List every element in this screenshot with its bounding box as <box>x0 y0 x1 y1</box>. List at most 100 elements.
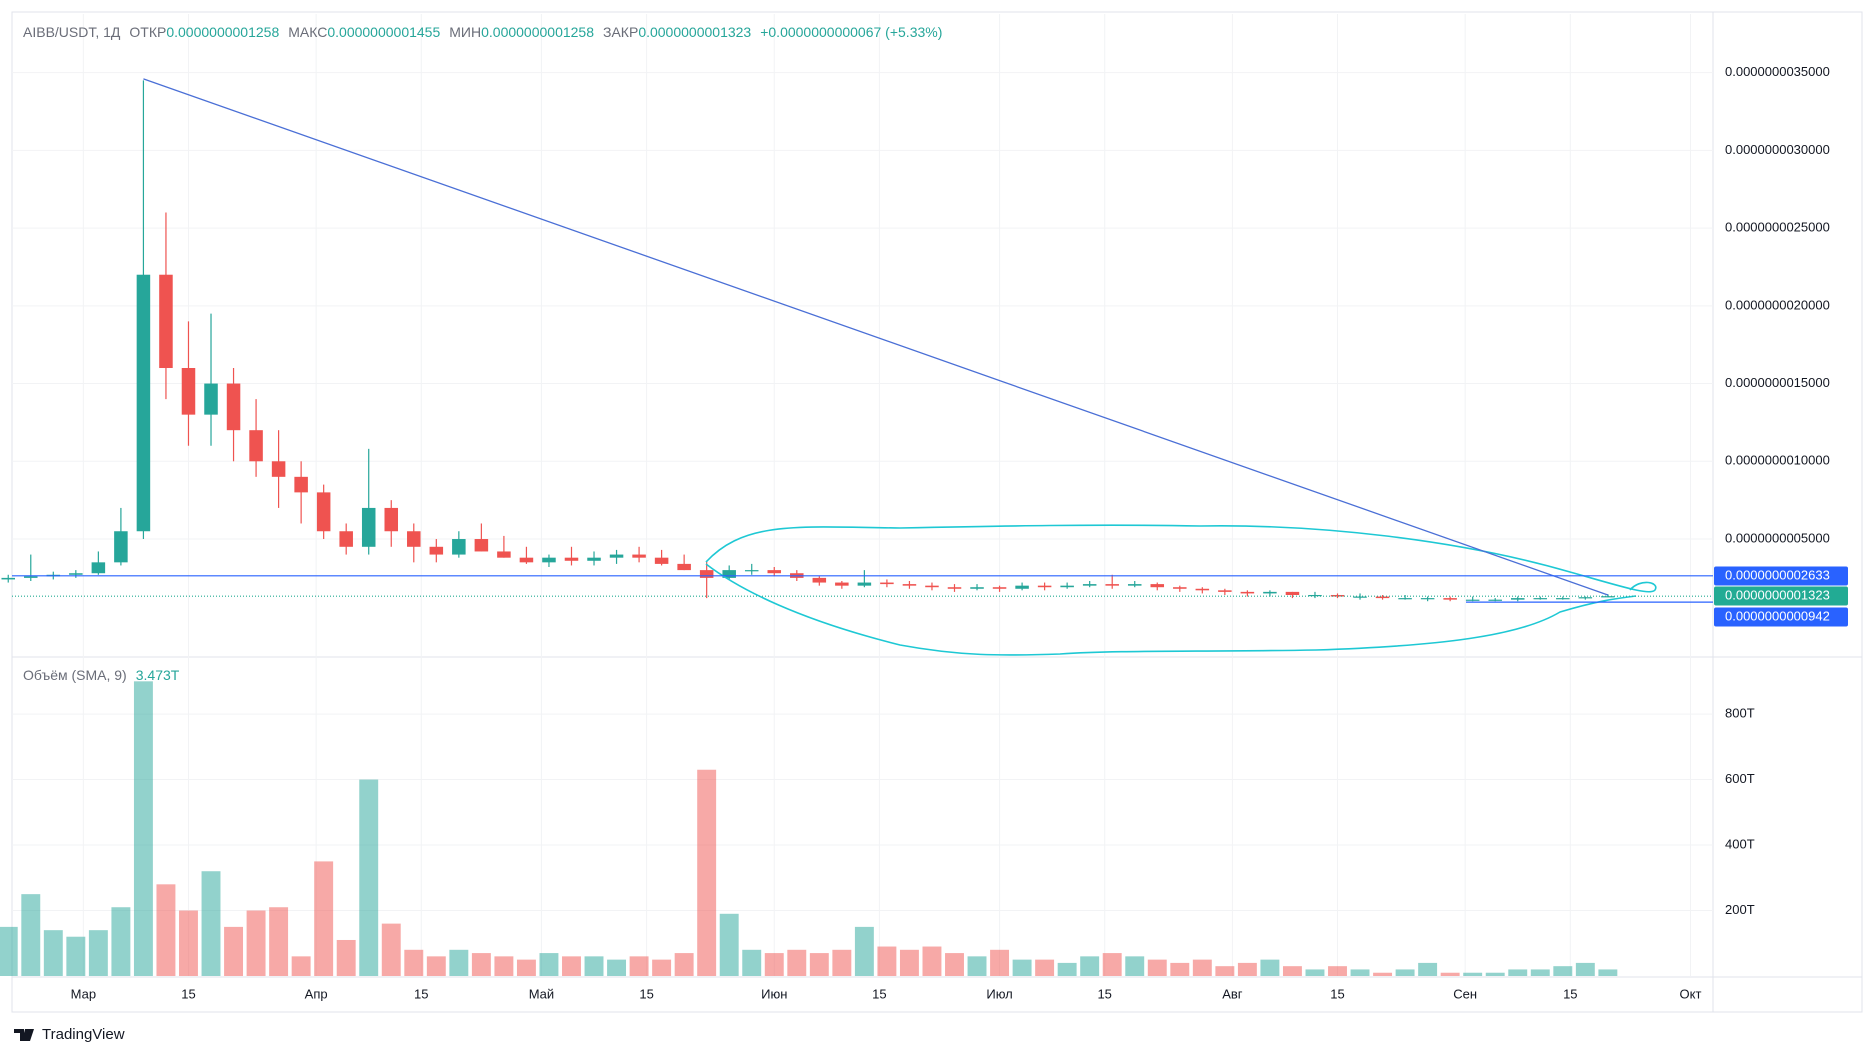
x-tick-label: Мар <box>71 986 96 1001</box>
candle-body <box>947 587 962 589</box>
candle-body <box>384 507 399 532</box>
volume-bar <box>1553 966 1573 976</box>
candle-body <box>542 557 556 563</box>
y-tick-label: 0.0000000015000 <box>1725 375 1830 390</box>
y-tick-label: 0.0000000010000 <box>1725 453 1830 468</box>
volume-bar <box>832 949 852 976</box>
volume-bar <box>697 769 717 976</box>
candle-body <box>970 587 984 589</box>
volume-bar <box>1125 956 1145 976</box>
candle-body <box>1105 584 1119 586</box>
brand: TradingView <box>14 1026 125 1043</box>
candle-body <box>1398 598 1412 600</box>
x-tick-label: 15 <box>639 986 653 1001</box>
chart-frame <box>11 11 1863 1013</box>
candle-body <box>429 546 444 555</box>
candle-body <box>1218 590 1232 592</box>
candle-body <box>632 554 646 558</box>
volume-bar <box>1575 962 1595 976</box>
volume-bar <box>1147 959 1167 976</box>
volume-bar <box>1463 972 1483 976</box>
brand-logo <box>14 1029 34 1041</box>
price-label-box <box>1714 586 1848 606</box>
volume-bar <box>877 946 897 976</box>
candle-body <box>1060 585 1074 588</box>
volume-bar <box>291 956 311 976</box>
candle-body <box>992 587 1007 589</box>
y-tick-label: 0.0000000005000 <box>1725 530 1830 545</box>
freehand-drawing <box>705 524 1657 656</box>
price-label: 0.0000000002633 <box>1725 567 1830 582</box>
volume-bar <box>224 926 244 976</box>
x-tick-label: Апр <box>305 986 328 1001</box>
volume-bar <box>539 953 559 976</box>
volume-bar <box>719 913 739 976</box>
candle-body <box>181 368 196 415</box>
candle-body <box>69 573 83 575</box>
volume-bar <box>1485 972 1505 976</box>
volume-bar <box>1440 972 1460 976</box>
volume-bar <box>404 949 424 976</box>
candle-body <box>677 563 691 571</box>
volume-tick-label: 800T <box>1725 706 1755 721</box>
volume-bar <box>674 953 694 976</box>
candle-body <box>1015 585 1029 589</box>
candle-body <box>1082 584 1097 586</box>
candle-body <box>1578 597 1593 599</box>
candle-body <box>1533 598 1548 600</box>
volume-bar <box>1508 969 1528 976</box>
candle-body <box>767 570 782 574</box>
volume-bar <box>1102 953 1122 976</box>
volume-bar <box>1035 959 1055 976</box>
candle-body <box>587 557 601 561</box>
candle-body <box>1420 598 1435 600</box>
x-tick-label: Авг <box>1222 986 1243 1001</box>
volume-bar <box>179 910 198 976</box>
volume-bar <box>787 949 807 976</box>
x-tick-label: 15 <box>1097 986 1111 1001</box>
volume-bar <box>899 949 919 976</box>
candle-body <box>226 383 241 431</box>
volume-bar <box>1395 969 1415 976</box>
candle-body <box>925 585 939 588</box>
volume-bar <box>967 956 987 976</box>
volume-bar <box>381 923 401 976</box>
volume-bar <box>1305 969 1325 976</box>
candle-body <box>474 539 489 552</box>
candle-body <box>339 531 353 547</box>
candle-body <box>1285 591 1300 595</box>
candle-body <box>744 570 759 572</box>
candle-body <box>1443 598 1457 600</box>
volume-bar <box>1373 972 1393 976</box>
x-tick-label: 15 <box>414 986 428 1001</box>
candle-body <box>1240 591 1255 594</box>
candle-body <box>1173 587 1187 589</box>
volume-bar <box>0 926 18 976</box>
volume-bar <box>1530 969 1550 976</box>
ohlc-label: ОТКР <box>129 24 166 40</box>
change: +0.0000000000067 (+5.33%) <box>760 24 942 40</box>
volume-bar <box>990 949 1010 976</box>
volume-bar <box>764 953 784 976</box>
volume-bar <box>652 959 672 976</box>
symbol: AIBB/USDT, 1Д <box>23 24 121 40</box>
volume-title: Объём (SMA, 9) <box>23 667 127 683</box>
volume-value: 3.473T <box>136 667 180 683</box>
volume-bar <box>336 939 356 976</box>
overlay: AIBB/USDT, 1Д ОТКР0.0000000001258 МАКС0.00… <box>12 24 1848 1001</box>
marks <box>0 80 1618 976</box>
x-tick-label: Окт <box>1680 986 1702 1001</box>
price-label-box <box>1714 607 1848 627</box>
y-tick-label: 0.0000000030000 <box>1725 142 1830 157</box>
candle-body <box>316 492 331 532</box>
ohlc-value: 0.0000000001455 <box>327 24 440 40</box>
x-tick-label: 15 <box>872 986 886 1001</box>
candle-body <box>1488 599 1502 601</box>
candle-body <box>654 557 669 564</box>
volume-bar <box>1170 962 1190 976</box>
volume-bar <box>1350 969 1370 976</box>
volume-bar <box>516 959 536 976</box>
volume-bar <box>945 953 964 976</box>
candle-body <box>204 383 218 415</box>
